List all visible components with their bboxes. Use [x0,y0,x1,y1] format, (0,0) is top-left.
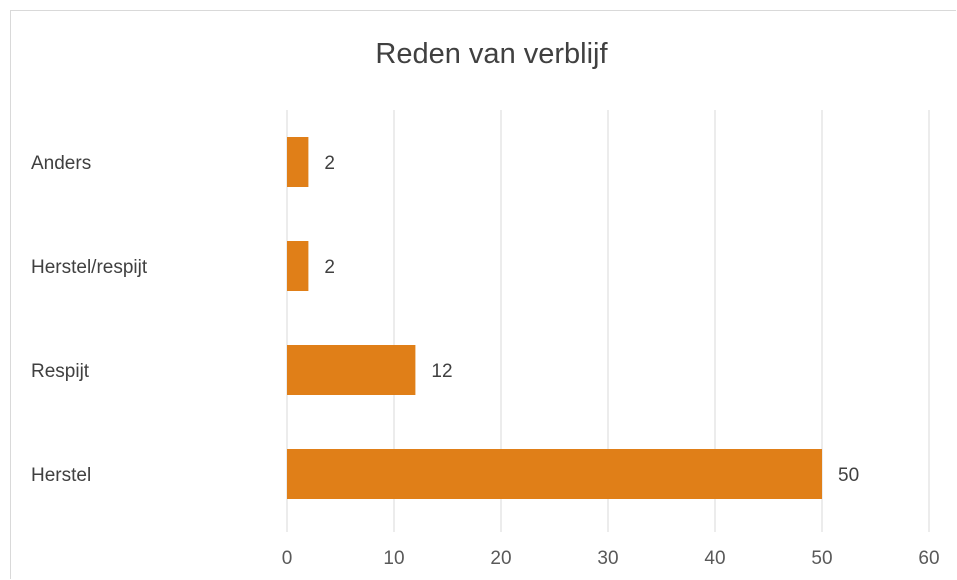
bars [287,137,822,499]
category-label: Herstel/respijt [31,257,148,278]
bar-herstel-respijt [287,241,309,291]
x-tick-label: 50 [811,548,832,569]
category-label: Herstel [31,465,91,486]
chart-title: Reden van verblijf [375,38,608,70]
x-axis-tick-labels: 0 10 20 30 40 50 60 [282,548,940,569]
x-tick-label: 60 [918,548,939,569]
category-label: Respijt [31,361,90,382]
chart-area [10,10,956,579]
data-label: 12 [431,361,452,382]
bar-anders [287,137,309,187]
x-tick-label: 30 [597,548,618,569]
category-label: Anders [31,153,91,174]
bar-herstel [287,449,822,499]
data-label: 50 [838,465,859,486]
x-tick-label: 20 [490,548,511,569]
data-label: 2 [324,153,335,174]
data-label: 2 [324,257,335,278]
x-tick-label: 40 [704,548,725,569]
bar-respijt [287,345,416,395]
data-labels: 2 2 12 50 [324,153,859,486]
x-tick-label: 10 [383,548,404,569]
category-labels: Anders Herstel/respijt Respijt Herstel [31,153,148,486]
x-tick-label: 0 [282,548,293,569]
